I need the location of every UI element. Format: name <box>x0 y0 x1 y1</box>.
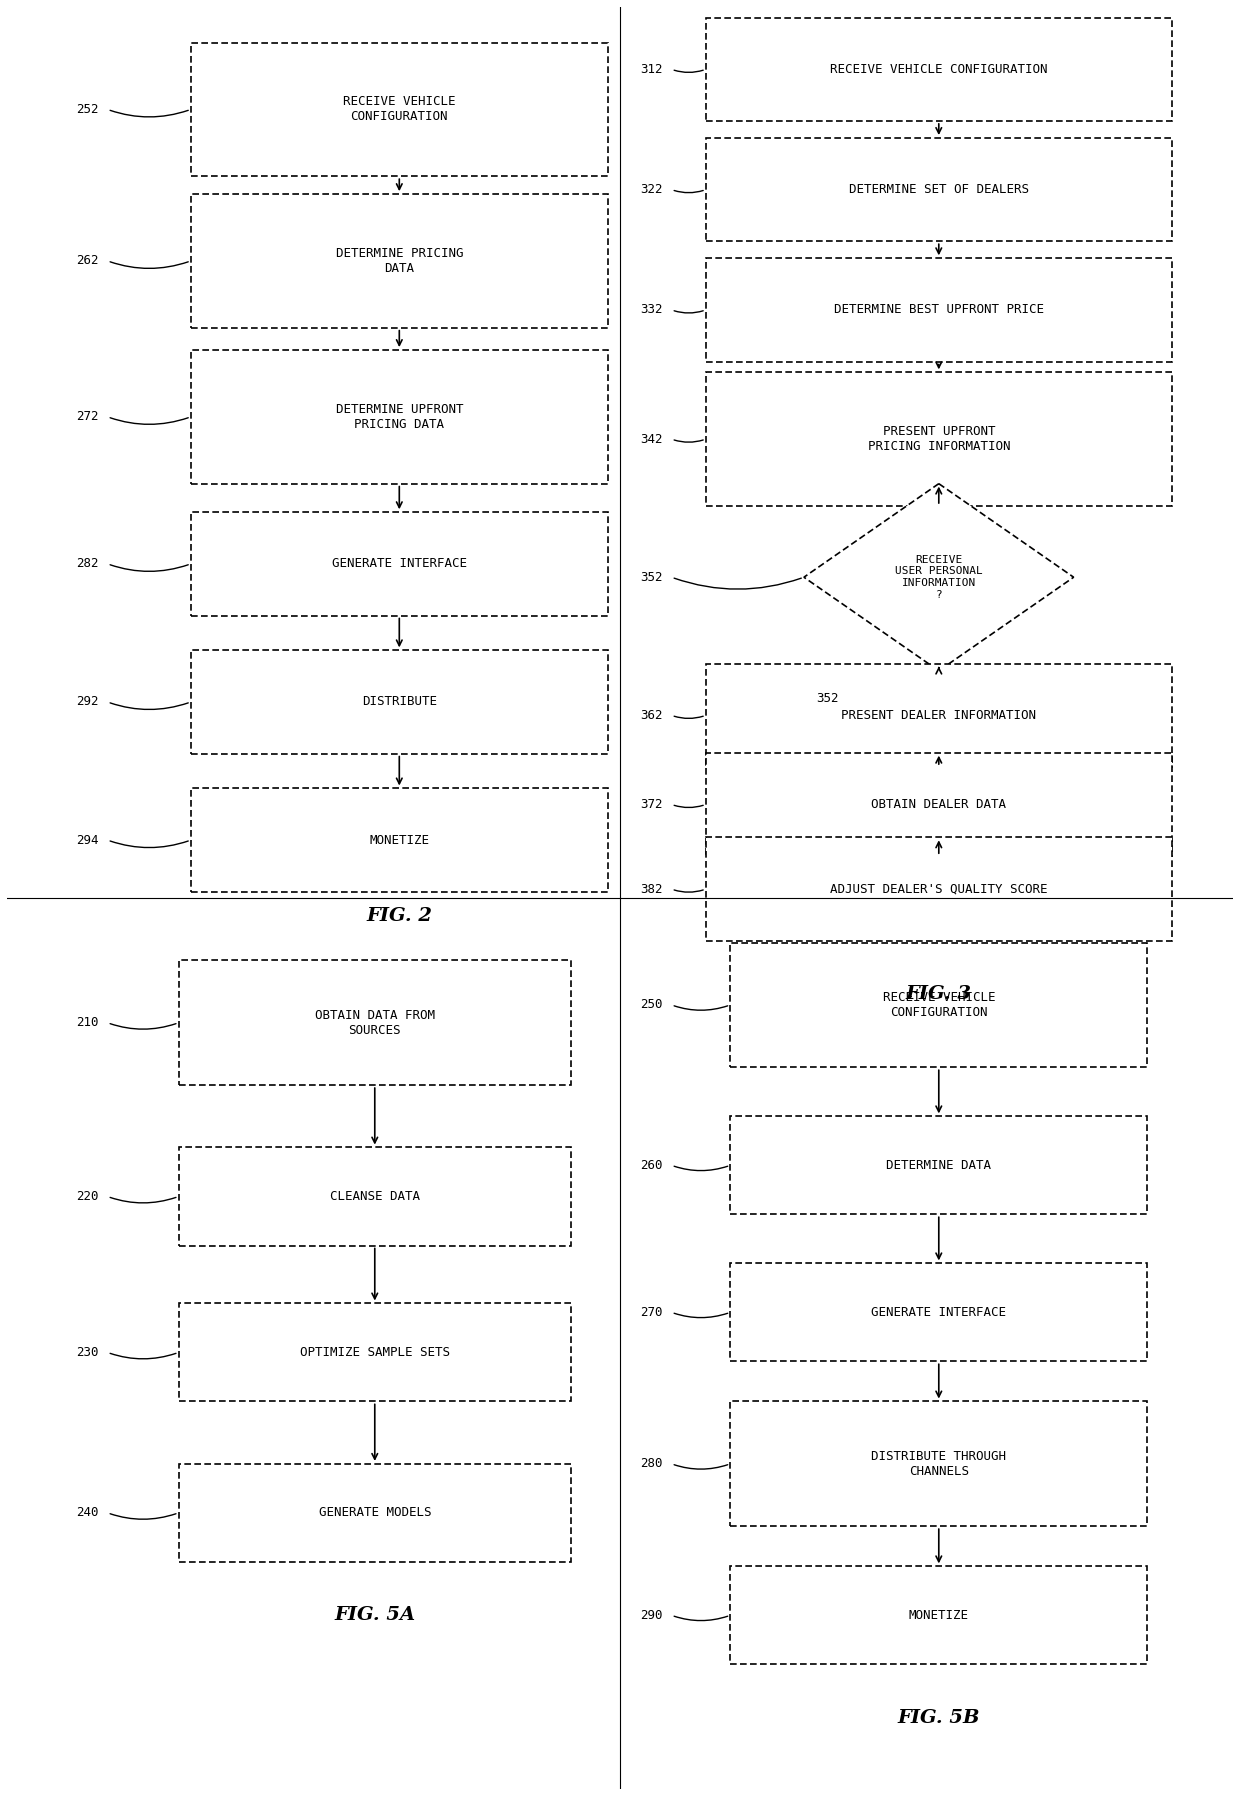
Text: 322: 322 <box>640 183 663 196</box>
Text: 280: 280 <box>640 1457 663 1471</box>
Text: 312: 312 <box>640 63 663 75</box>
Text: 282: 282 <box>77 557 99 571</box>
Text: 220: 220 <box>77 1191 99 1203</box>
Text: 290: 290 <box>640 1609 663 1622</box>
Text: 362: 362 <box>640 709 663 722</box>
Text: 260: 260 <box>640 1158 663 1171</box>
Text: 352: 352 <box>816 691 838 706</box>
Text: GENERATE INTERFACE: GENERATE INTERFACE <box>332 557 466 571</box>
Polygon shape <box>804 483 1074 670</box>
FancyBboxPatch shape <box>730 1263 1147 1361</box>
Text: 332: 332 <box>640 304 663 316</box>
Text: GENERATE INTERFACE: GENERATE INTERFACE <box>872 1306 1007 1318</box>
FancyBboxPatch shape <box>706 753 1172 857</box>
Text: RECEIVE
USER PERSONAL
INFORMATION
?: RECEIVE USER PERSONAL INFORMATION ? <box>895 555 982 600</box>
Text: DISTRIBUTE: DISTRIBUTE <box>362 695 436 708</box>
Text: FIG. 2: FIG. 2 <box>366 907 433 925</box>
Text: DETERMINE UPFRONT
PRICING DATA: DETERMINE UPFRONT PRICING DATA <box>336 402 463 431</box>
FancyBboxPatch shape <box>706 837 1172 941</box>
FancyBboxPatch shape <box>179 1464 570 1563</box>
Text: 352: 352 <box>640 571 663 584</box>
FancyBboxPatch shape <box>191 788 608 893</box>
FancyBboxPatch shape <box>730 1401 1147 1527</box>
FancyBboxPatch shape <box>706 372 1172 506</box>
FancyBboxPatch shape <box>730 943 1147 1067</box>
Text: 262: 262 <box>77 255 99 268</box>
Text: RECEIVE VEHICLE
CONFIGURATION: RECEIVE VEHICLE CONFIGURATION <box>343 95 455 124</box>
Text: DISTRIBUTE THROUGH
CHANNELS: DISTRIBUTE THROUGH CHANNELS <box>872 1449 1007 1478</box>
Text: GENERATE MODELS: GENERATE MODELS <box>319 1507 432 1519</box>
Text: DETERMINE SET OF DEALERS: DETERMINE SET OF DEALERS <box>849 183 1029 196</box>
Text: 240: 240 <box>77 1507 99 1519</box>
FancyBboxPatch shape <box>179 1304 570 1401</box>
FancyBboxPatch shape <box>706 665 1172 767</box>
Text: 270: 270 <box>640 1306 663 1318</box>
Text: RECEIVE VEHICLE CONFIGURATION: RECEIVE VEHICLE CONFIGURATION <box>830 63 1048 75</box>
FancyBboxPatch shape <box>191 43 608 176</box>
Text: 252: 252 <box>77 102 99 117</box>
Text: OPTIMIZE SAMPLE SETS: OPTIMIZE SAMPLE SETS <box>300 1345 450 1360</box>
FancyBboxPatch shape <box>179 1148 570 1245</box>
FancyBboxPatch shape <box>730 1117 1147 1214</box>
Text: PRESENT DEALER INFORMATION: PRESENT DEALER INFORMATION <box>841 709 1037 722</box>
Text: 272: 272 <box>77 409 99 424</box>
Text: RECEIVE VEHICLE
CONFIGURATION: RECEIVE VEHICLE CONFIGURATION <box>883 991 994 1018</box>
Text: DETERMINE DATA: DETERMINE DATA <box>887 1158 991 1171</box>
Text: PRESENT UPFRONT
PRICING INFORMATION: PRESENT UPFRONT PRICING INFORMATION <box>868 426 1011 453</box>
Text: OBTAIN DEALER DATA: OBTAIN DEALER DATA <box>872 797 1007 812</box>
FancyBboxPatch shape <box>706 259 1172 361</box>
Text: FIG. 3: FIG. 3 <box>905 986 972 1004</box>
FancyBboxPatch shape <box>191 194 608 327</box>
Text: CLEANSE DATA: CLEANSE DATA <box>330 1191 420 1203</box>
Text: ADJUST DEALER'S QUALITY SCORE: ADJUST DEALER'S QUALITY SCORE <box>830 882 1048 896</box>
Text: 342: 342 <box>640 433 663 445</box>
Text: FIG. 5A: FIG. 5A <box>335 1606 415 1624</box>
Text: 292: 292 <box>77 695 99 708</box>
FancyBboxPatch shape <box>179 961 570 1085</box>
Text: FIG. 5B: FIG. 5B <box>898 1708 980 1728</box>
Text: MONETIZE: MONETIZE <box>370 833 429 846</box>
Text: DETERMINE PRICING
DATA: DETERMINE PRICING DATA <box>336 246 463 275</box>
Text: 382: 382 <box>640 882 663 896</box>
Text: 210: 210 <box>77 1017 99 1029</box>
FancyBboxPatch shape <box>191 512 608 616</box>
Text: 250: 250 <box>640 999 663 1011</box>
FancyBboxPatch shape <box>191 650 608 754</box>
FancyBboxPatch shape <box>706 18 1172 120</box>
FancyBboxPatch shape <box>706 138 1172 241</box>
Text: 294: 294 <box>77 833 99 846</box>
Text: 372: 372 <box>640 797 663 812</box>
Text: 230: 230 <box>77 1345 99 1360</box>
Text: MONETIZE: MONETIZE <box>909 1609 968 1622</box>
Text: DETERMINE BEST UPFRONT PRICE: DETERMINE BEST UPFRONT PRICE <box>833 304 1044 316</box>
Text: OBTAIN DATA FROM
SOURCES: OBTAIN DATA FROM SOURCES <box>315 1009 435 1036</box>
FancyBboxPatch shape <box>191 350 608 483</box>
FancyBboxPatch shape <box>730 1566 1147 1665</box>
